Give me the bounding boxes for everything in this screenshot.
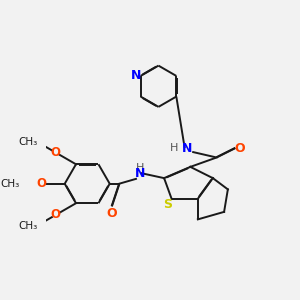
Text: S: S: [163, 198, 172, 211]
Text: H: H: [170, 143, 178, 153]
Text: N: N: [182, 142, 192, 154]
Text: O: O: [106, 206, 117, 220]
Text: CH₃: CH₃: [18, 137, 37, 147]
Text: O: O: [51, 208, 61, 221]
Text: N: N: [131, 69, 141, 82]
Text: H: H: [136, 163, 144, 172]
Text: O: O: [51, 146, 61, 159]
Text: CH₃: CH₃: [1, 179, 20, 189]
Text: CH₃: CH₃: [18, 220, 37, 230]
Text: O: O: [235, 142, 245, 154]
Text: N: N: [134, 167, 145, 180]
Text: O: O: [37, 177, 46, 190]
